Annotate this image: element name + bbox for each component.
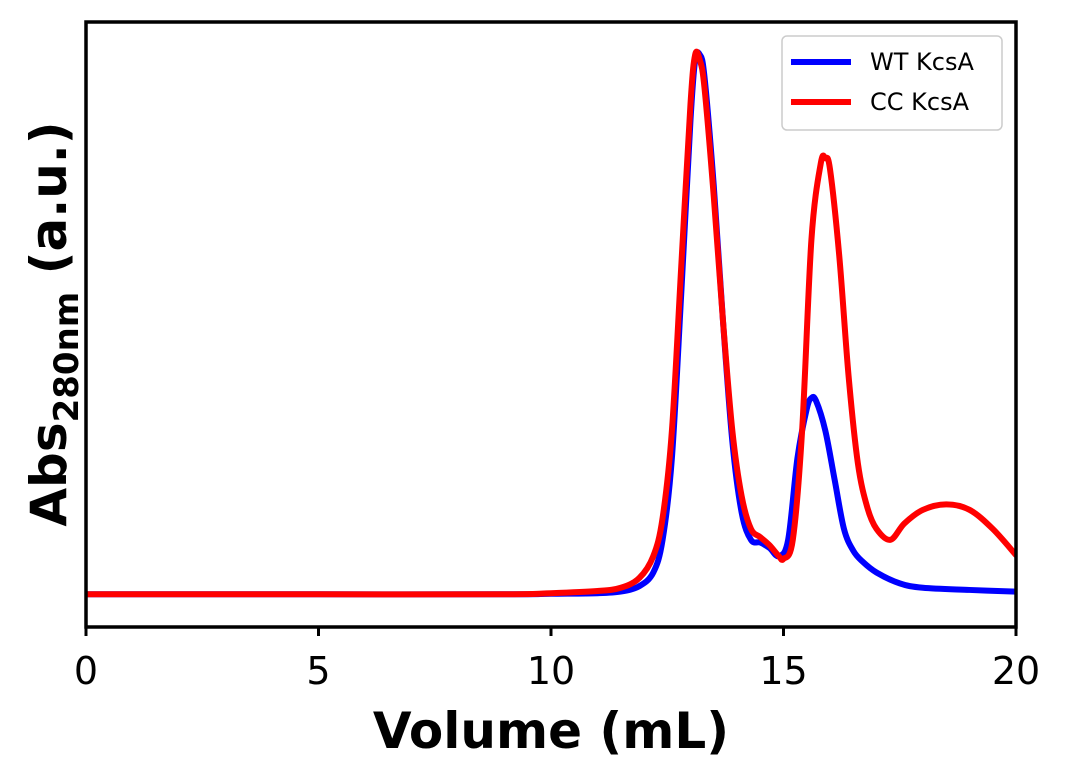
x-tick-label: 10 — [527, 649, 575, 693]
x-tick-label: 5 — [306, 649, 330, 693]
y-axis-label-subscript: 280nm — [47, 292, 87, 423]
y-axis-label-suffix: (a.u.) — [20, 121, 78, 291]
legend: WT KcsA CC KcsA — [781, 35, 1003, 131]
x-tick-label: 20 — [992, 649, 1040, 693]
legend-label-wt-kcsa: WT KcsA — [870, 48, 974, 76]
y-axis-label-main: Abs — [20, 422, 78, 526]
x-tick-label: 15 — [759, 649, 807, 693]
y-axis-label: Abs280nm (a.u.) — [20, 121, 87, 526]
legend-label-cc-kcsa: CC KcsA — [870, 88, 970, 116]
x-axis-label: Volume (mL) — [373, 702, 729, 760]
x-tick-label: 0 — [74, 649, 98, 693]
x-axis-ticks: 0 5 10 15 20 — [74, 627, 1040, 693]
series-line-cc-kcsa — [86, 48, 1016, 598]
series-layer — [86, 48, 1016, 598]
